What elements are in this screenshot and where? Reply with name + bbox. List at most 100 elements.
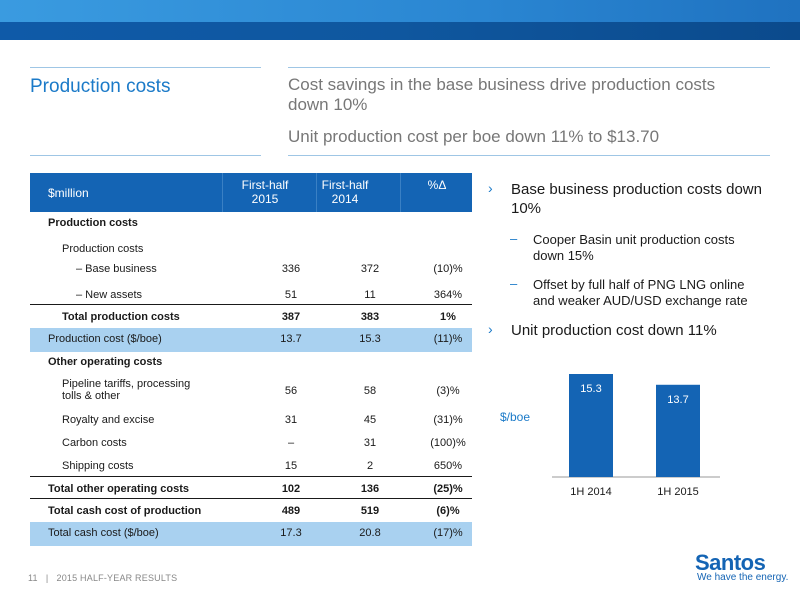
value-1h2015: 15 (284, 460, 298, 472)
value-1h2014: 45 (363, 414, 377, 426)
unit-cost-bar-chart: $/boe 15.3 1H 2014 13.7 1H 2015 (500, 374, 720, 498)
row-label: Production costs (62, 243, 144, 255)
table-header: $million First-half 2015 First-half 2014 %… (30, 173, 472, 212)
subbullet-cooper-basin: Cooper Basin unit production costs down 1… (533, 232, 735, 263)
value-pct-change: (100)% (430, 437, 466, 449)
value-1h2014: 20.8 (359, 527, 381, 539)
row-label: Total other operating costs (48, 483, 189, 495)
column-header-pct-change: %Δ (427, 178, 447, 192)
value-pct-change: (11)% (433, 333, 463, 345)
row-label: Production costs (48, 217, 138, 229)
row-divider (30, 304, 472, 305)
subtitle-line-3: Unit production cost per boe down 11% to… (288, 127, 660, 146)
table-row: Total production costs 387 383 1% (30, 311, 472, 329)
row-label: Production cost ($/boe) (48, 333, 162, 345)
value-pct-change: (17)% (433, 527, 463, 539)
bullet-unit-cost: Unit production cost down 11% (511, 322, 717, 339)
data-label: 13.7 (667, 394, 688, 406)
bullet-base-business: Base business production costs down 10% (511, 181, 762, 217)
top-banner (0, 0, 800, 40)
row-label: – New assets (76, 289, 143, 301)
y-axis-label: $/boe (500, 410, 530, 424)
table-row: Royalty and excise 31 45 (31)% (30, 414, 472, 432)
value-1h2015: 56 (284, 385, 298, 397)
column-header-million: $million (48, 186, 89, 200)
value-1h2015: 102 (281, 483, 301, 495)
value-pct-change: (10)% (433, 263, 463, 275)
subtitle-rule-bottom (288, 155, 770, 156)
row-divider (30, 476, 472, 477)
subtitle-line-2: down 10% (288, 95, 368, 114)
row-label: Royalty and excise (62, 414, 155, 426)
value-pct-change: 650% (433, 460, 463, 472)
value-1h2014: 372 (360, 263, 380, 275)
table-row: – New assets 51 11 364% (30, 289, 472, 307)
data-label: 15.3 (580, 383, 601, 395)
title-rule-top (30, 67, 261, 68)
value-1h2014: 11 (364, 289, 376, 301)
column-header-1h2015: First-half 2015 (241, 178, 289, 206)
title-rule-bottom (30, 155, 261, 156)
value-pct-change: 364% (433, 289, 463, 301)
bar-1h-2014 (569, 374, 613, 477)
table-row: Production costs (30, 217, 472, 235)
value-1h2014: 58 (363, 385, 377, 397)
value-1h2015: 13.7 (280, 333, 302, 345)
table-row-highlight: Total cash cost ($/boe) 17.3 20.8 (17)% (30, 522, 472, 546)
page-title: Production costs (30, 76, 171, 97)
top-banner-highlight (0, 0, 800, 22)
value-pct-change: 1% (440, 311, 456, 323)
page-number: 11 (28, 573, 38, 583)
value-1h2015: 489 (281, 505, 301, 517)
santos-logo: Santos (695, 550, 766, 575)
table-row: Production costs (30, 243, 472, 261)
table-row: Carbon costs – 31 (100)% (30, 437, 472, 455)
value-1h2015: 387 (281, 311, 301, 323)
dash-icon: – (510, 231, 518, 246)
dash-icon: – (510, 276, 518, 291)
category-label: 1H 2014 (570, 486, 612, 498)
value-1h2014: 31 (363, 437, 377, 449)
column-header-1h2014: First-half 2014 (321, 178, 369, 206)
table-row: Pipeline tariffs, processing tolls & othe… (30, 378, 472, 406)
table-row-highlight: Production cost ($/boe) 13.7 15.3 (11)% (30, 328, 472, 352)
footer: 11 | 2015 HALF-YEAR RESULTS (28, 573, 177, 583)
top-banner-stripe (0, 22, 800, 40)
subbullet-png-lng: Offset by full half of PNG LNG online and… (533, 277, 748, 308)
value-1h2014: 519 (360, 505, 380, 517)
subtitle-rule-top (288, 67, 770, 68)
row-label: Total cash cost ($/boe) (48, 527, 159, 539)
value-pct-change: (31)% (433, 414, 463, 426)
value-1h2014: 2 (366, 460, 374, 472)
bar-1h-2015 (656, 384, 700, 477)
row-divider (30, 498, 472, 499)
footer-label: 2015 HALF-YEAR RESULTS (56, 573, 178, 583)
value-1h2015: 17.3 (280, 527, 302, 539)
value-1h2015: 336 (281, 263, 301, 275)
row-label: Total cash cost of production (48, 505, 202, 517)
value-pct-change: (3)% (436, 385, 460, 397)
value-1h2014: 383 (360, 311, 380, 323)
value-1h2015: – (287, 437, 295, 449)
value-1h2014: 15.3 (359, 333, 381, 345)
value-pct-change: (25)% (433, 483, 463, 495)
value-pct-change: (6)% (436, 505, 460, 517)
header-separator-1 (222, 173, 223, 212)
row-label: Total production costs (62, 311, 180, 323)
subtitle-line-1: Cost savings in the base business drive … (288, 75, 716, 94)
header-separator-2 (316, 173, 317, 212)
value-1h2015: 51 (284, 289, 298, 301)
value-1h2014: 136 (360, 483, 380, 495)
header-separator-3 (400, 173, 401, 212)
table-row: Total other operating costs 102 136 (25)… (30, 483, 472, 501)
chevron-right-icon: › (488, 180, 493, 196)
row-label: Carbon costs (62, 437, 127, 449)
row-label: Shipping costs (62, 460, 134, 472)
row-label: Pipeline tariffs, processing tolls & othe… (62, 378, 191, 402)
footer-separator: | (45, 573, 49, 583)
table-row: Total cash cost of production 489 519 (6… (30, 505, 472, 523)
category-label: 1H 2015 (657, 486, 699, 498)
table-row: – Base business 336 372 (10)% (30, 263, 472, 281)
table-row: Other operating costs (30, 356, 472, 374)
row-label: Other operating costs (48, 356, 163, 368)
